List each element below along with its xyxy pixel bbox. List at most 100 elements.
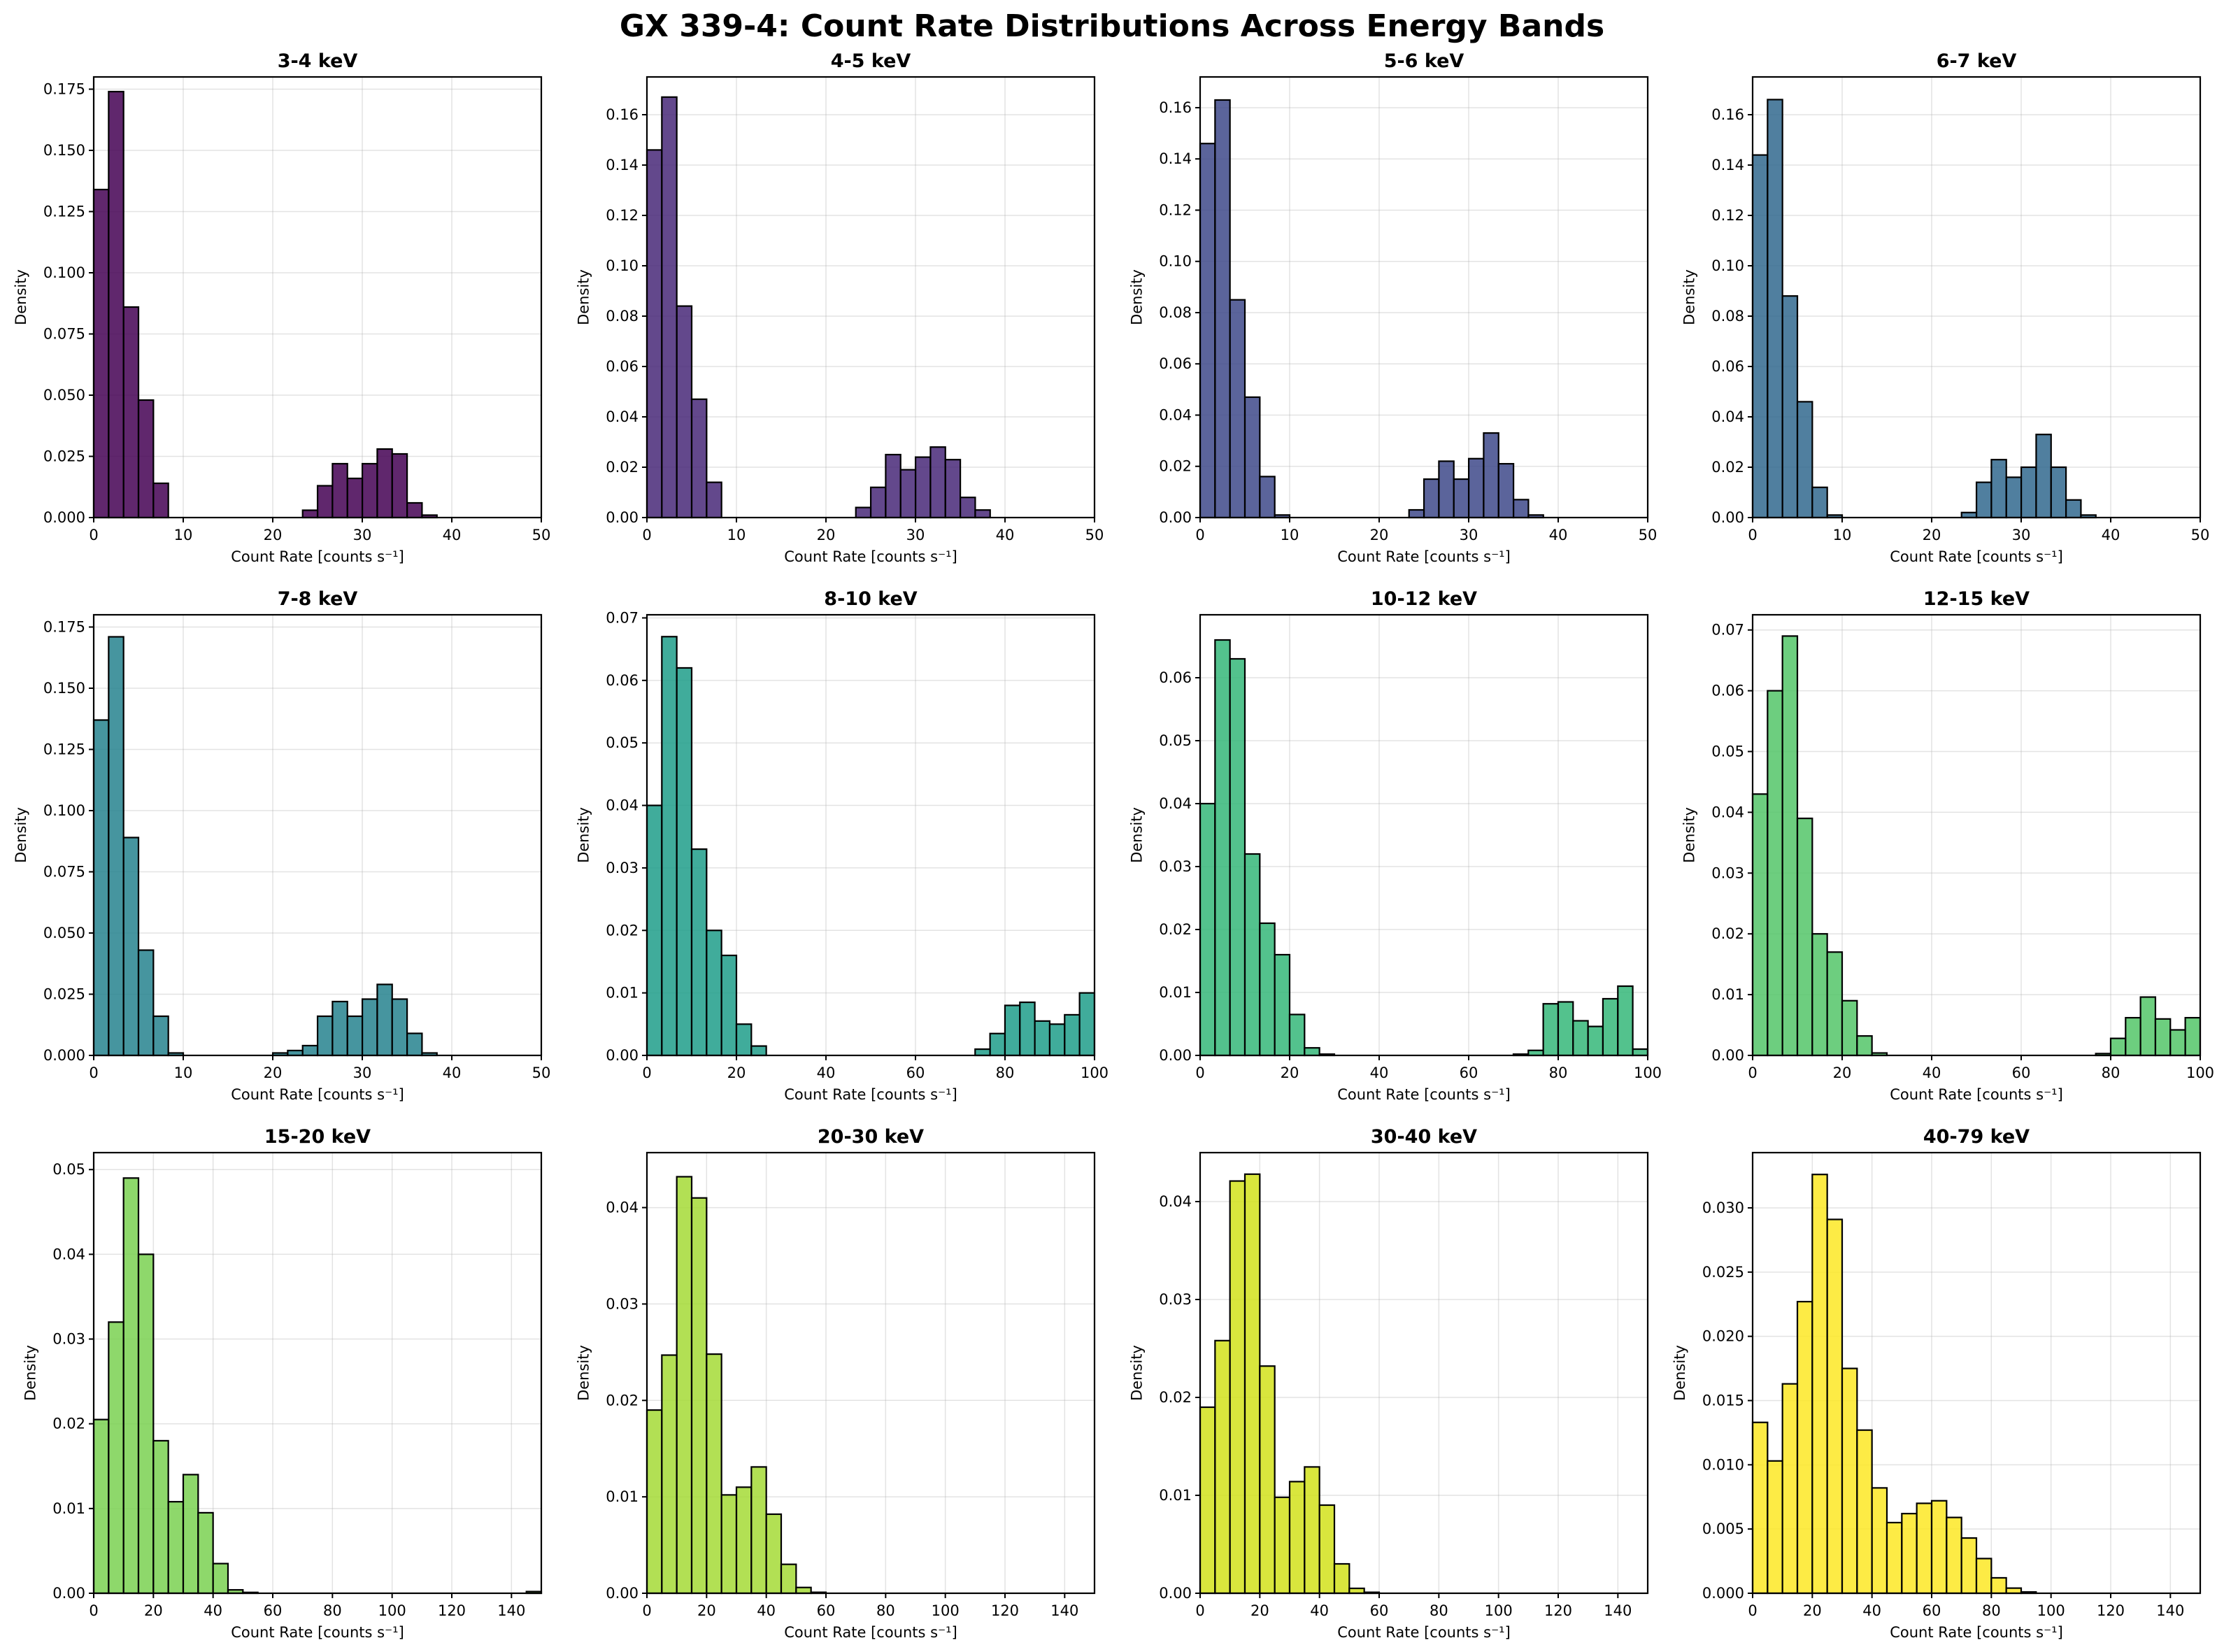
y-tick-label: 0.075 xyxy=(43,326,85,343)
x-tick-label: 0 xyxy=(1748,527,1757,543)
panel-title: 40-79 keV xyxy=(1923,1126,2030,1148)
histogram-bar xyxy=(1483,432,1499,519)
panel-title: 7-8 keV xyxy=(278,588,358,610)
y-tick-label: 0.03 xyxy=(1159,858,1192,875)
x-tick-label: 80 xyxy=(1982,1602,2001,1619)
x-tick-label: 60 xyxy=(264,1602,283,1619)
y-tick-label: 0.14 xyxy=(1159,150,1192,167)
panel-3: 0 10 20 30 40 50 0.00 0.02 0.04 0.06 0.08 0.10 0.12 0… xyxy=(1128,50,1657,565)
x-tick-label: 10 xyxy=(727,527,746,543)
y-axis-label: Density xyxy=(575,269,592,325)
x-tick-label: 30 xyxy=(353,1064,372,1081)
histogram-bar xyxy=(869,486,887,519)
y-tick-label: 0.12 xyxy=(1711,207,1744,224)
histogram-bar xyxy=(1199,802,1216,1057)
histogram-bar xyxy=(1453,478,1470,519)
histogram-bar xyxy=(197,1511,214,1595)
histogram-bar xyxy=(1078,992,1096,1057)
histogram-bar xyxy=(735,1023,753,1057)
y-tick-label: 0.050 xyxy=(43,387,85,404)
x-tick-label: 20 xyxy=(1370,527,1389,543)
y-axis-label: Density xyxy=(22,1345,38,1401)
x-tick-label: 100 xyxy=(2186,1064,2214,1081)
histogram-bar xyxy=(1304,1047,1320,1057)
x-tick-label: 60 xyxy=(817,1602,836,1619)
x-tick-label: 120 xyxy=(991,1602,1019,1619)
histogram-bar xyxy=(1423,478,1440,519)
y-axis-label: Density xyxy=(13,269,29,325)
histogram-bar xyxy=(1960,1537,1978,1595)
y-tick-label: 0.04 xyxy=(606,1199,639,1216)
y-tick-label: 0.08 xyxy=(606,308,639,325)
y-axis-label: Density xyxy=(1128,269,1145,325)
panel-8: 0 20 40 60 80 100 0.00 0.01 0.02 0.03 0.04 0.05 0.06… xyxy=(1681,588,2214,1103)
panel-5: 0 10 20 30 40 50 0.000 0.025 0.050 0.075 0.100 0.12… xyxy=(13,588,550,1103)
histogram-bar xyxy=(122,306,140,519)
histogram-bar xyxy=(152,482,169,519)
x-tick-label: 100 xyxy=(932,1602,960,1619)
y-tick-label: 0.06 xyxy=(1159,669,1192,686)
histogram-bar xyxy=(1946,1516,1962,1595)
y-tick-label: 0.07 xyxy=(1711,622,1744,639)
histogram-bar xyxy=(780,1563,797,1595)
y-tick-label: 0.05 xyxy=(1159,732,1192,749)
y-tick-label: 0.02 xyxy=(1159,458,1192,475)
histogram-bar xyxy=(316,1015,334,1057)
x-tick-label: 20 xyxy=(727,1064,746,1081)
histogram-bar xyxy=(1034,1020,1051,1057)
x-tick-label: 10 xyxy=(1833,527,1852,543)
y-tick-label: 0.00 xyxy=(1159,1047,1192,1064)
x-tick-label: 10 xyxy=(1281,527,1299,543)
panel-title: 5-6 keV xyxy=(1384,50,1464,72)
x-tick-label: 0 xyxy=(89,1064,98,1081)
x-tick-label: 60 xyxy=(1460,1064,1478,1081)
y-tick-label: 0.00 xyxy=(1159,1585,1192,1602)
axes-frame xyxy=(646,1151,1096,1595)
x-tick-label: 30 xyxy=(1460,527,1478,543)
y-tick-label: 0.12 xyxy=(1159,201,1192,218)
y-tick-label: 0.015 xyxy=(1702,1392,1744,1409)
x-axis-label: Count Rate [counts s⁻¹] xyxy=(1337,1086,1511,1103)
y-tick-label: 0.08 xyxy=(1711,308,1744,325)
histogram-bar xyxy=(989,1032,1006,1057)
panel-9: 0 20 40 60 80 100 120 140 0.00 0.01 0.02 0.03 0.04 0.… xyxy=(22,1126,543,1641)
y-tick-label: 0.005 xyxy=(1702,1521,1744,1537)
histogram-bar xyxy=(1572,1020,1589,1057)
axes-frame xyxy=(1199,76,1649,519)
y-tick-label: 0.12 xyxy=(606,207,639,224)
x-tick-label: 140 xyxy=(497,1602,525,1619)
histogram-bar xyxy=(361,462,378,519)
y-axis-label: Density xyxy=(575,1345,592,1401)
histogram-bar xyxy=(108,636,124,1057)
axes-frame xyxy=(92,1151,543,1595)
y-tick-label: 0.02 xyxy=(606,1392,639,1409)
x-axis-label: Count Rate [counts s⁻¹] xyxy=(231,1086,404,1103)
y-tick-label: 0.01 xyxy=(606,985,639,1002)
y-tick-label: 0.00 xyxy=(1711,509,1744,526)
histogram-bar xyxy=(676,1176,693,1595)
histogram-bar xyxy=(1796,1300,1813,1595)
y-tick-label: 0.02 xyxy=(1711,459,1744,476)
panel-title: 12-15 keV xyxy=(1923,588,2030,610)
histogram-bar xyxy=(690,848,708,1057)
x-tick-label: 40 xyxy=(1310,1602,1329,1619)
histogram-bar xyxy=(855,506,872,519)
histogram-bar xyxy=(1557,1001,1574,1057)
y-tick-label: 0.125 xyxy=(43,741,85,758)
y-tick-label: 0.00 xyxy=(1711,1047,1744,1064)
y-tick-label: 0.025 xyxy=(43,986,85,1003)
x-tick-label: 50 xyxy=(532,1064,551,1081)
y-tick-label: 0.06 xyxy=(606,672,639,689)
histogram-bar xyxy=(1019,1001,1036,1057)
histogram-bar xyxy=(661,1354,678,1595)
panel-title: 10-12 keV xyxy=(1371,588,1477,610)
histogram-bar xyxy=(1811,933,1828,1057)
y-axis-label: Density xyxy=(1671,1345,1688,1401)
x-tick-label: 50 xyxy=(1639,527,1658,543)
histogram-bar xyxy=(1617,985,1634,1057)
x-tick-label: 30 xyxy=(906,527,925,543)
y-tick-label: 0.14 xyxy=(1711,157,1744,173)
histogram-bar xyxy=(1304,1466,1320,1595)
x-axis-label: Count Rate [counts s⁻¹] xyxy=(1890,548,2063,565)
